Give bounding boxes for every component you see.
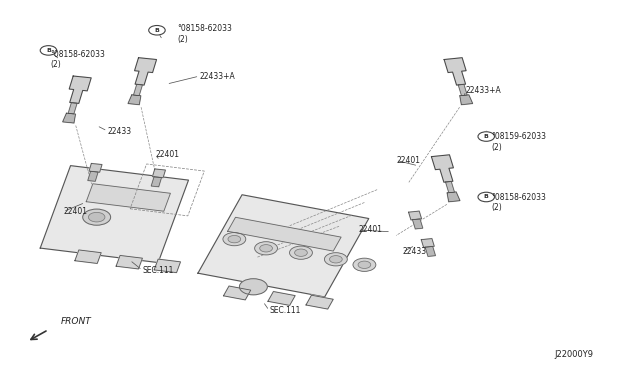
Circle shape [228, 235, 241, 243]
Text: 22401: 22401 [63, 207, 87, 216]
Circle shape [88, 212, 105, 222]
Polygon shape [89, 163, 102, 172]
Text: 22433: 22433 [403, 247, 427, 256]
Text: B: B [484, 134, 489, 139]
Polygon shape [444, 58, 466, 85]
Polygon shape [431, 155, 453, 182]
Polygon shape [88, 171, 98, 181]
Circle shape [324, 253, 348, 266]
Circle shape [239, 279, 268, 295]
Text: FRONT: FRONT [61, 317, 92, 326]
Polygon shape [408, 211, 422, 220]
Polygon shape [458, 84, 467, 96]
Text: B: B [154, 28, 159, 33]
Text: 22433+A: 22433+A [200, 71, 236, 81]
Polygon shape [223, 286, 251, 300]
Text: 22433: 22433 [108, 126, 132, 135]
Text: B: B [484, 195, 489, 199]
Polygon shape [268, 292, 295, 305]
Polygon shape [68, 103, 77, 114]
Circle shape [330, 256, 342, 263]
Polygon shape [306, 295, 333, 309]
Circle shape [260, 245, 273, 252]
Polygon shape [421, 238, 434, 247]
Circle shape [255, 242, 278, 255]
Polygon shape [154, 259, 180, 273]
Polygon shape [413, 219, 423, 229]
Text: B: B [46, 48, 51, 53]
Polygon shape [69, 76, 91, 103]
Text: °08158-62033
(2): °08158-62033 (2) [51, 50, 105, 69]
Polygon shape [151, 177, 161, 187]
Text: 22401: 22401 [358, 225, 382, 234]
Polygon shape [86, 184, 170, 211]
Circle shape [83, 209, 111, 225]
Polygon shape [134, 84, 143, 96]
Polygon shape [228, 217, 341, 251]
Polygon shape [447, 192, 460, 202]
Text: °08158-62033
(2): °08158-62033 (2) [177, 24, 232, 44]
Circle shape [40, 46, 57, 55]
Text: 22401: 22401 [396, 156, 420, 165]
Polygon shape [445, 182, 454, 193]
Text: °08159-62033
(2): °08159-62033 (2) [492, 132, 547, 152]
Circle shape [148, 26, 165, 35]
Text: 22433+A: 22433+A [466, 86, 502, 95]
Circle shape [294, 249, 307, 256]
Polygon shape [134, 58, 157, 85]
Polygon shape [425, 246, 435, 256]
Circle shape [478, 192, 495, 202]
Circle shape [353, 258, 376, 272]
Polygon shape [63, 113, 76, 123]
Polygon shape [116, 256, 143, 269]
Circle shape [358, 261, 371, 269]
Text: SEC.111: SEC.111 [269, 306, 301, 315]
Polygon shape [75, 250, 101, 263]
Polygon shape [460, 95, 472, 105]
Polygon shape [40, 166, 189, 263]
Text: SEC.111: SEC.111 [142, 266, 173, 275]
Text: 22401: 22401 [155, 150, 179, 159]
Circle shape [478, 132, 495, 141]
Polygon shape [152, 169, 165, 178]
Text: J22000Y9: J22000Y9 [555, 350, 594, 359]
Polygon shape [198, 195, 369, 297]
Circle shape [223, 232, 246, 246]
Polygon shape [128, 95, 141, 105]
Circle shape [289, 246, 312, 259]
Text: °08158-62033
(2): °08158-62033 (2) [492, 193, 546, 212]
